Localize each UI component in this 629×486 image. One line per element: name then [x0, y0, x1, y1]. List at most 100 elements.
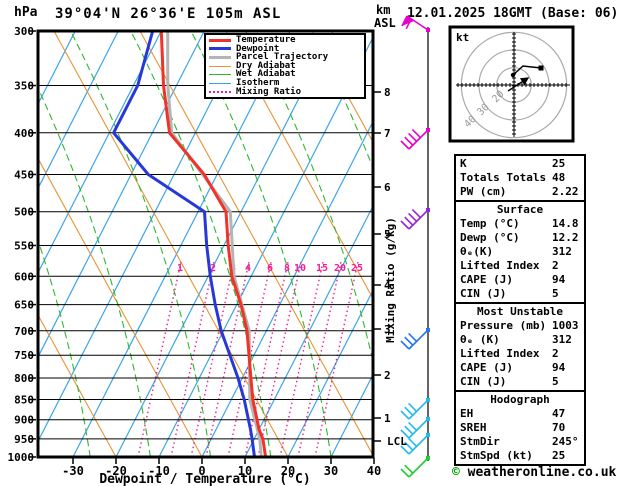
legend-sample-line	[209, 47, 231, 51]
panel-row: CAPE (J) 94	[456, 361, 584, 375]
panel-row: EH 47	[456, 407, 584, 421]
panel-row-value: 312	[552, 245, 572, 258]
mixing-ratio-label: 15	[316, 263, 328, 274]
datetime-title: 12.01.2025 18GMT (Base: 06)	[407, 6, 619, 21]
temp-tick-label: -20	[105, 464, 127, 478]
panel-row-value: 25	[552, 449, 566, 462]
legend-label: Mixing Ratio	[236, 86, 302, 97]
dry-adiabat-line	[311, 31, 373, 144]
panel-row-value: 94	[552, 361, 566, 374]
pressure-tick-label: 650	[14, 299, 34, 312]
panel-row-label: Lifted Index	[460, 259, 540, 272]
pressure-tick-label: 350	[14, 80, 34, 93]
legend-label: Temperature	[236, 35, 296, 45]
panel-row-value: 2	[552, 347, 559, 360]
altitude-tick-label: 7	[384, 127, 391, 140]
panel-row-label: CIN (J)	[460, 287, 507, 300]
panel-row-value: 1003	[552, 319, 579, 332]
legend-label: Dry Adiabat	[236, 60, 296, 71]
wet-adiabat-line	[130, 31, 272, 457]
dry-adiabat-line	[225, 31, 373, 300]
legend-item: Mixing Ratio	[209, 86, 361, 97]
altitude-tick-label: 8	[384, 86, 391, 99]
pressure-tick-label: 550	[14, 239, 34, 252]
right-axis-unit-km: km	[376, 3, 390, 17]
legend-sample-line	[209, 55, 231, 59]
plot-border	[36, 29, 375, 459]
panel-row-label: K	[460, 157, 467, 170]
panel-row-label: Lifted Index	[460, 347, 540, 360]
panel-row-value: 245°	[552, 435, 579, 448]
wet-adiabat-line	[70, 31, 212, 457]
pressure-tick-label: 600	[14, 270, 34, 283]
sounding-curves	[112, 30, 268, 458]
mixing-ratio-line	[297, 261, 342, 457]
wind-barb-feather	[400, 410, 410, 420]
panel-row-label: SREH	[460, 421, 487, 434]
panel-row-value: 70	[552, 421, 566, 434]
wind-barb-feather	[408, 132, 418, 142]
panel-row: Lifted Index 2	[456, 347, 584, 361]
panel-row-label: Temp (°C)	[460, 217, 520, 230]
wind-barb-staff	[408, 399, 429, 420]
isotherm-line	[158, 36, 373, 457]
panel-row-label: PW (cm)	[460, 185, 507, 198]
temp-tick-label: 10	[238, 464, 252, 478]
altitude-tick-label: 2	[384, 369, 391, 382]
mixing-ratio-label: 6	[267, 263, 273, 274]
temp-tick-label: -30	[62, 464, 84, 478]
panel-row-label: CIN (J)	[460, 375, 507, 388]
mixing-ratio-label: 1	[177, 263, 183, 274]
wind-barb-feather	[400, 445, 410, 455]
legend-sample-line	[209, 82, 231, 84]
legend-item: Dry Adiabat	[209, 60, 361, 71]
pressure-tick-label: 700	[14, 325, 34, 338]
wind-barb-feather	[411, 209, 421, 219]
mixing-ratio-line	[314, 261, 359, 457]
panel-row-label: StmSpd (kt)	[460, 449, 533, 462]
temp-tick-label: 40	[367, 464, 381, 478]
legend-label: Parcel Trajectory	[236, 52, 329, 63]
isotherm-line	[330, 373, 373, 457]
mixing-ratio-line	[257, 261, 302, 457]
temp-tick-label: 20	[281, 464, 295, 478]
wet-adiabat-line	[38, 238, 91, 457]
legend-sample-line	[209, 65, 231, 67]
hodograph-unit-label: kt	[456, 31, 469, 44]
wind-barb-feather	[400, 468, 410, 478]
isotherm-line	[38, 31, 248, 443]
isotherm-line	[287, 289, 373, 457]
hodograph-trace-start-dot	[510, 72, 516, 78]
panel-row: θₑ(K) 312	[456, 245, 584, 259]
wind-barb-feather	[404, 441, 414, 451]
pressure-tick-label: 900	[14, 414, 34, 427]
legend-item: Wet Adiabat	[209, 70, 361, 79]
altitude-tick-label: 6	[384, 181, 391, 194]
pressure-tick-label: 800	[14, 372, 34, 385]
mixing-ratio-line	[279, 261, 324, 457]
dry-adiabat-line	[139, 31, 373, 457]
mixing-ratio-label: 20	[334, 263, 346, 274]
panel-row: Dewp (°C) 12.2	[456, 231, 584, 245]
panel-row-label: CAPE (J)	[460, 361, 513, 374]
legend-item: Parcel Trajectory	[209, 53, 361, 62]
mixing-ratio-axis-label: Mixing Ratio (g/kg)	[384, 217, 397, 343]
temperature-curve	[159, 30, 268, 458]
pressure-tick-label: 300	[14, 25, 34, 38]
temp-tick-label: -10	[148, 464, 170, 478]
wind-barb-staff	[408, 329, 429, 350]
wind-barb-column	[400, 15, 430, 478]
panel-row: PW (cm) 2.22	[456, 185, 584, 199]
indices-panels: K 25 Totals Totals 48 PW (cm) 2.22 Surface Temp…	[454, 154, 586, 466]
chart-legend: Temperature Dewpoint Parcel Trajectory Dry …	[204, 33, 366, 100]
isotherm-line	[72, 31, 291, 457]
panel-row-value: 12.2	[552, 231, 579, 244]
wind-barb-feather	[404, 336, 414, 346]
wind-barb-feather	[408, 421, 418, 431]
wind-barb-feather	[400, 140, 410, 150]
temp-tick-label: 0	[198, 464, 205, 478]
pressure-tick-label: 950	[14, 433, 34, 446]
panel-row: K 25	[456, 157, 584, 171]
altitude-tick-label: 1	[384, 412, 391, 425]
